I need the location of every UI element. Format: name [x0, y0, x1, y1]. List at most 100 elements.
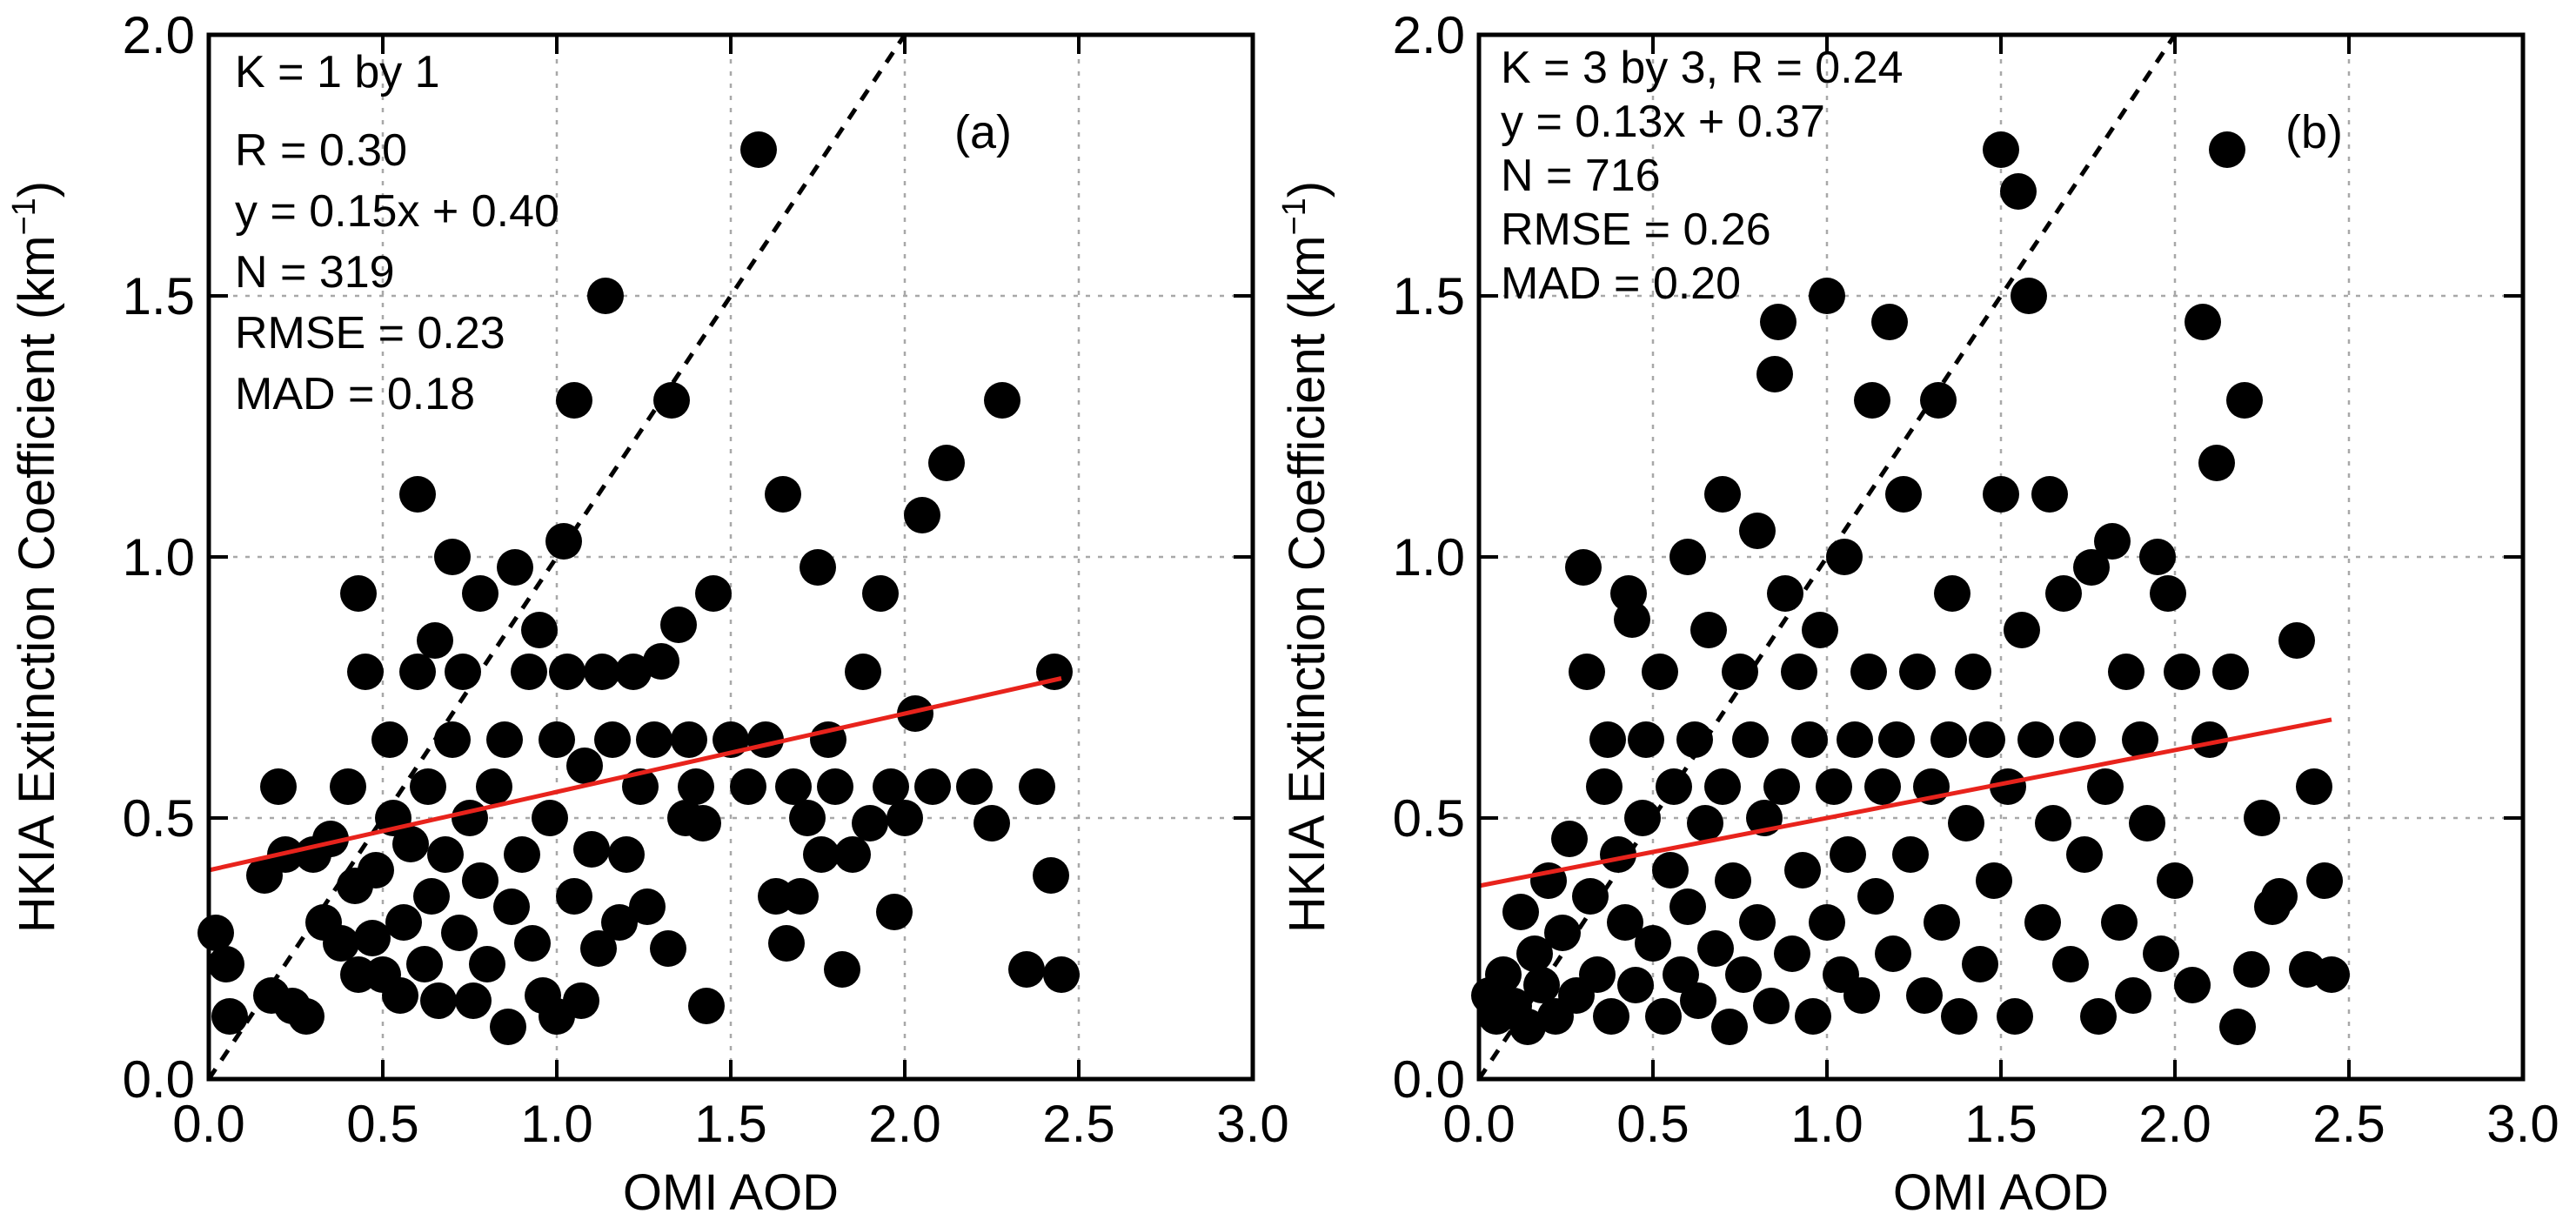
data-point-b-79 — [1906, 977, 1943, 1014]
data-point-a-100 — [852, 805, 888, 841]
x-tick-label-b: 3.0 — [2486, 1095, 2559, 1153]
data-point-b-69 — [1850, 654, 1887, 690]
data-point-a-16 — [340, 575, 377, 612]
data-point-b-127 — [2226, 382, 2263, 419]
data-point-a-50 — [514, 925, 551, 962]
data-point-b-135 — [2306, 862, 2343, 899]
data-point-b-10 — [1544, 915, 1581, 951]
data-point-a-45 — [490, 1009, 526, 1045]
data-point-b-110 — [2101, 904, 2138, 941]
data-point-b-73 — [1871, 304, 1908, 340]
data-point-b-95 — [2000, 173, 2037, 210]
data-point-a-66 — [594, 721, 631, 758]
stats-line-a-2: y = 0.15x + 0.40 — [235, 186, 559, 237]
data-point-b-77 — [1892, 836, 1929, 873]
data-point-b-126 — [2219, 1009, 2256, 1045]
data-point-b-108 — [2087, 768, 2124, 805]
data-point-a-12 — [323, 925, 359, 962]
panel-label-a: (a) — [954, 106, 1012, 158]
data-point-b-86 — [1948, 805, 1984, 841]
x-tick-label-a: 1.0 — [520, 1095, 592, 1153]
data-point-a-49 — [511, 654, 547, 690]
stats-line-a-3: N = 319 — [235, 247, 395, 298]
data-point-a-29 — [410, 768, 446, 805]
data-point-b-23 — [1614, 601, 1650, 638]
data-point-b-94 — [1997, 998, 2033, 1035]
x-axis-title-a: OMI AOD — [623, 1164, 839, 1221]
data-point-a-62 — [573, 831, 610, 868]
data-point-a-73 — [643, 643, 679, 680]
y-axis-title-b: HKIA Extinction Coefficient (km−1) — [1276, 181, 1335, 933]
data-point-a-31 — [417, 622, 453, 659]
data-point-a-17 — [347, 654, 384, 690]
data-point-b-89 — [1969, 721, 2005, 758]
data-point-a-114 — [1033, 857, 1069, 894]
data-point-a-33 — [427, 836, 464, 873]
data-point-a-2 — [211, 998, 248, 1035]
data-point-b-124 — [2209, 131, 2245, 168]
stats-line-a-0: K = 1 by 1 — [235, 47, 440, 97]
data-point-b-100 — [2031, 476, 2068, 513]
y-axis-title-sup-b: −1 — [1276, 198, 1313, 235]
data-point-b-83 — [1930, 721, 1967, 758]
data-point-a-98 — [834, 836, 871, 873]
data-point-b-98 — [2017, 721, 2054, 758]
data-point-b-17 — [1586, 768, 1623, 805]
data-point-a-67 — [601, 904, 638, 941]
data-point-b-81 — [1920, 382, 1957, 419]
data-point-a-107 — [914, 768, 951, 805]
data-point-b-62 — [1809, 904, 1845, 941]
data-point-a-51 — [521, 612, 558, 648]
data-point-b-92 — [1983, 476, 2019, 513]
data-point-b-13 — [1565, 549, 1602, 586]
data-point-a-99 — [845, 654, 881, 690]
data-point-a-70 — [622, 768, 659, 805]
data-point-a-37 — [445, 654, 481, 690]
data-point-b-102 — [2045, 575, 2082, 612]
data-point-a-110 — [974, 805, 1010, 841]
data-point-a-68 — [608, 836, 645, 873]
data-point-b-106 — [2073, 549, 2110, 586]
data-point-b-57 — [1784, 852, 1821, 888]
data-point-b-36 — [1680, 982, 1716, 1019]
data-point-b-91 — [1983, 131, 2019, 168]
data-point-a-23 — [382, 977, 418, 1014]
data-point-a-5 — [260, 768, 297, 805]
fit-line-b — [1478, 717, 2332, 888]
data-point-b-38 — [1690, 612, 1727, 648]
data-point-a-96 — [817, 768, 853, 805]
stats-line-b-1: y = 0.13x + 0.37 — [1501, 97, 1825, 147]
data-point-b-125 — [2212, 654, 2249, 690]
data-point-a-59 — [556, 382, 592, 419]
data-point-a-106 — [904, 497, 940, 533]
data-point-a-76 — [660, 607, 697, 643]
data-point-b-119 — [2164, 654, 2200, 690]
data-point-b-42 — [1711, 1009, 1748, 1045]
data-point-b-109 — [2094, 523, 2131, 560]
y-tick-label-b: 2.0 — [1393, 6, 1465, 64]
data-point-b-55 — [1774, 935, 1810, 972]
data-point-b-117 — [2150, 575, 2186, 612]
data-point-b-31 — [1656, 768, 1692, 805]
data-point-b-74 — [1875, 935, 1911, 972]
data-point-b-116 — [2143, 935, 2179, 972]
data-point-a-19 — [358, 852, 394, 888]
data-point-b-43 — [1715, 862, 1751, 899]
data-point-b-35 — [1676, 721, 1713, 758]
data-point-b-84 — [1934, 575, 1970, 612]
data-point-b-28 — [1642, 654, 1678, 690]
x-tick-label-a: 3.0 — [1216, 1095, 1288, 1153]
data-point-a-44 — [486, 721, 523, 758]
fit-line-a — [208, 676, 1062, 873]
data-point-b-40 — [1704, 476, 1741, 513]
data-point-b-68 — [1843, 977, 1880, 1014]
data-point-a-69 — [615, 654, 652, 690]
data-point-a-113 — [1019, 768, 1055, 805]
data-point-b-115 — [2139, 539, 2176, 575]
data-point-a-58 — [556, 878, 592, 915]
y-tick-label-b: 0.5 — [1393, 789, 1465, 848]
data-point-a-103 — [876, 894, 913, 930]
data-point-b-7 — [1523, 967, 1560, 1003]
data-point-a-56 — [545, 523, 582, 560]
